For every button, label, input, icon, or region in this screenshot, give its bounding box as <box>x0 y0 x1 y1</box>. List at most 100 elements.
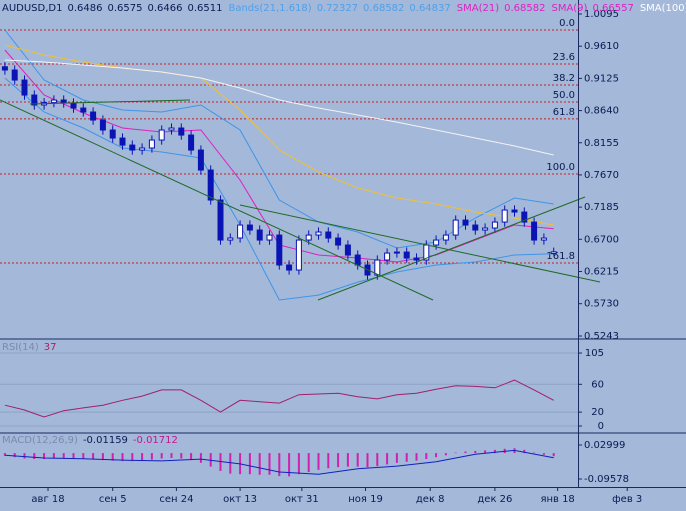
x-tick-label: янв 18 <box>540 494 574 505</box>
macd-signal-value: -0.01712 <box>133 435 178 446</box>
x-tick-label: дек 26 <box>477 494 512 505</box>
header-item: Bands(21,1.618) <box>228 3 311 14</box>
macd-bar <box>160 453 163 459</box>
candle-body <box>315 231 322 236</box>
y-tick-label: 0.6700 <box>584 234 619 245</box>
macd-bar <box>297 453 300 475</box>
macd-bar <box>444 453 447 456</box>
macd-bar <box>229 453 232 474</box>
macd-bar <box>3 453 6 456</box>
macd-bar <box>62 453 65 459</box>
candle-body <box>119 137 126 146</box>
macd-bar <box>180 453 183 459</box>
candle-body <box>11 69 18 81</box>
y-tick-label: -0.09578 <box>584 474 629 485</box>
fibo-label: 23.6 <box>553 52 575 63</box>
candle-body <box>109 129 116 139</box>
macd-bar <box>82 453 85 460</box>
candle-body <box>227 237 234 241</box>
candle-body <box>60 99 67 104</box>
candle-body <box>148 139 155 149</box>
macd-bar <box>542 453 545 455</box>
macd-bar <box>101 453 104 461</box>
candle-body <box>521 211 528 223</box>
fibo-label: 61.8 <box>553 107 575 118</box>
y-tick-label: 1.0095 <box>584 9 619 20</box>
candle-body <box>403 251 410 259</box>
header-item: 0.68582 <box>363 3 404 14</box>
y-tick-label: 105 <box>585 348 604 359</box>
trendlines <box>0 99 601 301</box>
macd-bar <box>92 453 95 460</box>
candle-body <box>550 251 557 255</box>
x-tick-label: ноя 19 <box>348 494 383 505</box>
candle-body <box>197 149 204 171</box>
x-tick-label: сен 5 <box>99 494 127 505</box>
candle-body <box>472 224 479 231</box>
y-tick-label: 0.5730 <box>584 299 619 310</box>
macd-bar <box>190 453 193 461</box>
macd-signal <box>4 449 554 475</box>
x-tick-label: дек 8 <box>416 494 445 505</box>
macd-bar <box>356 453 359 467</box>
rsi-line <box>4 379 554 418</box>
macd-bar <box>248 453 251 475</box>
overlay-line <box>4 77 554 301</box>
fibo-label: 100.0 <box>546 162 575 173</box>
candle-body <box>99 119 106 131</box>
candle-body <box>21 79 28 96</box>
candle-body <box>325 231 332 239</box>
macd-bar <box>72 453 75 459</box>
header-item: 0.68582 <box>504 3 545 14</box>
header-item: SMA(100) <box>640 3 686 14</box>
macd-bar <box>23 453 26 459</box>
macd-bar <box>111 453 114 461</box>
macd-bar <box>464 451 467 454</box>
overlay-line <box>4 29 554 249</box>
y-tick-label: 20 <box>591 407 604 418</box>
macd-bar <box>13 453 16 458</box>
macd-bar <box>415 453 418 461</box>
macd-bar <box>337 453 340 468</box>
header-item: 0.6575 <box>107 3 142 14</box>
trendline <box>239 204 601 283</box>
trendline <box>0 99 434 301</box>
fibo-label: 38.2 <box>553 73 575 84</box>
candle-body <box>354 254 361 266</box>
candle-body <box>90 111 97 121</box>
macd-bar <box>484 450 487 454</box>
candle-body <box>286 264 293 271</box>
frames <box>0 0 686 488</box>
y-tick-label: 0.8640 <box>584 106 619 117</box>
candle-body <box>80 107 87 113</box>
macd-bar <box>219 453 222 471</box>
y-tick-label: 0.9610 <box>584 41 619 52</box>
trendline <box>317 196 586 301</box>
candle-body <box>178 127 185 136</box>
macd-bar <box>199 453 202 463</box>
candle-body <box>237 224 244 239</box>
rsi-label: RSI(14) 37 <box>2 342 57 353</box>
y-tick-label: 0.7670 <box>584 170 619 181</box>
x-tick-label: окт 13 <box>223 494 257 505</box>
candle-body <box>217 199 224 241</box>
overlay-line <box>4 44 554 226</box>
rsi-value: 37 <box>44 342 57 353</box>
candle-body <box>31 94 38 106</box>
macd-bar <box>376 453 379 467</box>
fibo-label: 50.0 <box>553 90 575 101</box>
macd-bar <box>454 452 457 454</box>
candle-body <box>433 239 440 246</box>
candle-body <box>531 221 538 241</box>
y-tick-label: 0.6215 <box>584 267 619 278</box>
macd-bar <box>474 450 477 454</box>
candle-body <box>482 227 489 231</box>
x-tick-label: фев 3 <box>612 494 642 505</box>
macd-bar <box>288 453 291 477</box>
candle-body <box>501 209 508 223</box>
candle-body <box>384 252 391 261</box>
x-tick-label: авг 18 <box>31 494 64 505</box>
candle-body <box>540 237 547 241</box>
candle-body <box>452 219 459 236</box>
macd-value: -0.01159 <box>83 435 128 446</box>
